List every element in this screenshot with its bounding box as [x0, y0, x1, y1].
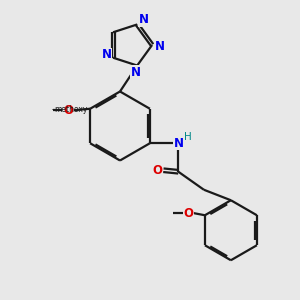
Text: methoxy: methoxy — [52, 109, 58, 110]
Text: N: N — [131, 66, 141, 79]
Text: N: N — [139, 14, 149, 26]
Text: N: N — [173, 137, 183, 150]
Text: N: N — [101, 48, 111, 61]
Text: methoxy: methoxy — [54, 105, 87, 114]
Text: N: N — [154, 40, 165, 53]
Text: O: O — [63, 104, 73, 117]
Text: H: H — [184, 132, 192, 142]
Text: O: O — [152, 164, 162, 177]
Text: O: O — [184, 207, 194, 220]
